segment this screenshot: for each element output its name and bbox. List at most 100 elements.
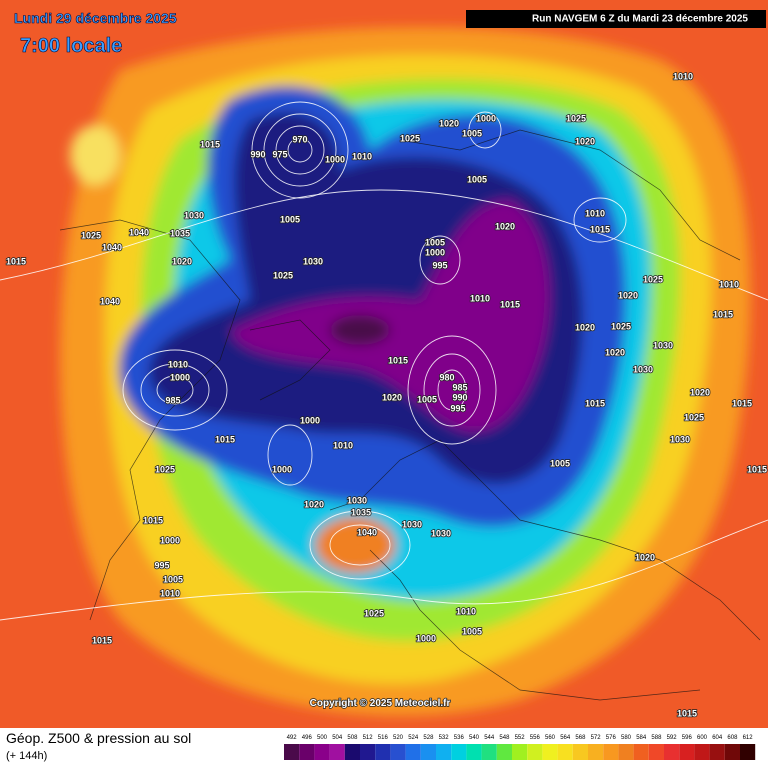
scale-label: 528 [423,735,434,741]
color-scale: 492 496 500 504 508 512 516 520 524 528 532 536 540 5… [284,735,756,760]
footer-title: Géop. Z500 & pression au sol [6,730,191,746]
scale-label: 612 [743,735,754,741]
scale-swatch [679,744,695,760]
run-info: Run NAVGEM 6 Z du Mardi 23 décembre 2025 [532,14,748,25]
scale-label: 540 [469,735,480,741]
pressure-label: 1010 [719,279,739,289]
pressure-label: 990 [250,149,265,159]
pressure-label: 1010 [673,71,693,81]
scale-swatch [329,744,345,760]
pressure-label: 1025 [364,608,384,618]
pressure-label: 1020 [172,256,192,266]
pressure-label: 1005 [417,394,437,404]
scale-swatch [694,744,710,760]
scale-swatch [314,744,330,760]
pressure-label: 1015 [215,434,235,444]
scale-swatch [512,744,528,760]
scale-label: 604 [712,735,723,741]
pressure-label: 1035 [170,228,190,238]
scale-label: 500 [317,735,328,741]
pressure-label: 1015 [143,515,163,525]
pressure-label: 1010 [168,359,188,369]
scale-label: 516 [378,735,389,741]
pressure-label: 1000 [300,415,320,425]
scale-label: 536 [454,735,465,741]
scale-swatch [405,744,421,760]
scale-swatch [709,744,725,760]
scale-swatch [648,744,664,760]
scale-label: 592 [667,735,678,741]
pressure-label: 985 [452,382,467,392]
scale-swatch [557,744,573,760]
scale-swatch [375,744,391,760]
pressure-label: 1025 [643,274,663,284]
scale-label: 544 [484,735,495,741]
scale-swatch [618,744,634,760]
pressure-label: 1015 [677,708,697,718]
scale-label: 560 [545,735,556,741]
scale-label: 492 [287,735,298,741]
scale-label: 564 [560,735,571,741]
scale-label: 532 [439,735,450,741]
pressure-label: 1015 [713,309,733,319]
pressure-label: 1040 [100,296,120,306]
pressure-label: 1015 [388,355,408,365]
pressure-label: 1015 [6,256,26,266]
pressure-label: 1020 [439,118,459,128]
pressure-label: 1030 [303,256,323,266]
run-banner [466,10,766,28]
pressure-label: 1030 [347,495,367,505]
map-field [0,0,768,728]
scale-label: 556 [530,735,541,741]
footer-lead: (+ 144h) [6,750,47,762]
pressure-label: 970 [292,134,307,144]
scale-label: 580 [621,735,632,741]
pressure-label: 990 [452,392,467,402]
pressure-label: 1025 [400,133,420,143]
pressure-label: 1010 [352,151,372,161]
pressure-label: 995 [154,560,169,570]
pressure-label: 1025 [273,270,293,280]
scale-swatch [284,744,300,760]
pressure-label: 1020 [690,387,710,397]
pressure-label: 1040 [102,242,122,252]
scale-label: 520 [393,735,404,741]
pressure-label: 1030 [670,434,690,444]
pressure-label: 1015 [747,464,767,474]
pressure-label: 1010 [160,588,180,598]
pressure-label: 1040 [129,227,149,237]
pressure-label: 1015 [92,635,112,645]
scale-swatch [740,744,756,760]
pressure-label: 985 [165,395,180,405]
pressure-label: 1020 [635,552,655,562]
pressure-label: 1015 [500,299,520,309]
pressure-label: 1020 [575,136,595,146]
pressure-label: 1000 [170,372,190,382]
scale-label: 504 [332,735,343,741]
pressure-label: 1040 [357,527,377,537]
scale-label: 584 [636,735,647,741]
pressure-label: 1020 [575,322,595,332]
scale-label: 608 [727,735,738,741]
pressure-label: 1030 [184,210,204,220]
scale-swatch [542,744,558,760]
scale-label: 576 [606,735,617,741]
pressure-label: 1015 [732,398,752,408]
pressure-label: 1010 [585,208,605,218]
scale-swatch [344,744,360,760]
pressure-label: 1030 [653,340,673,350]
scale-swatch [603,744,619,760]
scale-label: 552 [515,735,526,741]
scale-swatch [496,744,512,760]
scale-label: 588 [651,735,662,741]
scale-label: 596 [682,735,693,741]
copyright: Copyright © 2025 Meteociel.fr [310,698,451,709]
pressure-label: 1015 [200,139,220,149]
pressure-label: 1000 [272,464,292,474]
pressure-label: 1020 [304,499,324,509]
scale-label: 568 [575,735,586,741]
scale-swatch [390,744,406,760]
scale-swatch [420,744,436,760]
pressure-label: 1020 [495,221,515,231]
pressure-label: 1030 [633,364,653,374]
